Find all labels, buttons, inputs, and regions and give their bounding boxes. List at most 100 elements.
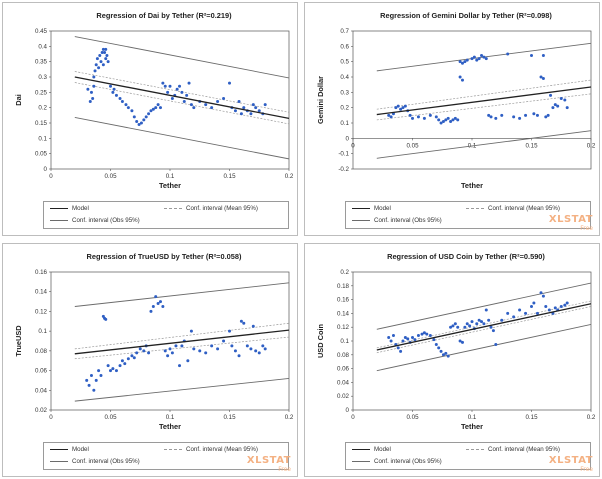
xlstat-brand: XLSTAT — [246, 455, 291, 466]
data-point — [458, 75, 462, 79]
legend-swatch-model — [352, 208, 370, 209]
data-point — [432, 338, 436, 342]
data-point — [535, 311, 539, 315]
x-tick-label: 0.15 — [223, 173, 236, 180]
x-tick-label: 0 — [351, 142, 355, 149]
scatter-plot-gemini-dollar: Regression of Gemini Dollar by Tether (R… — [316, 11, 596, 190]
scatter-plot-usd-coin: Regression of USD Coin by Tether (R²=0.5… — [316, 252, 596, 431]
obs-ci-lower-line — [376, 324, 591, 372]
mean-ci-lower-line — [74, 336, 289, 360]
data-point — [506, 311, 510, 315]
y-axis-label: Gemini Dollar — [316, 76, 325, 124]
y-tick-label: 0.4 — [38, 43, 47, 50]
legend-label-mean-ci: Conf. interval (Mean 95%) — [488, 446, 560, 453]
x-tick-label: 0.15 — [223, 414, 236, 421]
data-point — [470, 57, 474, 61]
xlstat-edition: Free — [580, 466, 593, 473]
data-point — [460, 61, 464, 65]
data-point — [460, 78, 464, 82]
data-point — [456, 118, 460, 122]
y-tick-label: 0.08 — [35, 348, 48, 355]
plot-frame — [352, 30, 592, 170]
legend-swatch-model — [50, 449, 68, 450]
data-point — [204, 351, 208, 355]
data-point — [242, 106, 246, 110]
y-tick-label: 0.12 — [35, 308, 48, 315]
legend-swatch-mean-ci — [164, 449, 182, 450]
y-tick-label: 0.04 — [35, 387, 48, 394]
data-point — [147, 351, 151, 355]
y-tick-label: 0.04 — [337, 379, 350, 386]
data-point — [92, 84, 96, 88]
data-point — [103, 50, 107, 54]
x-tick-label: 0.05 — [406, 414, 419, 421]
data-point — [434, 342, 438, 346]
obs-ci-lower-line — [376, 130, 591, 159]
data-point — [210, 106, 214, 110]
data-point — [535, 113, 539, 117]
x-tick-label: 0.1 — [166, 173, 175, 180]
y-tick-label: 0.25 — [35, 89, 48, 96]
x-tick-label: 0.05 — [406, 142, 419, 149]
data-point — [446, 116, 450, 120]
y-tick-label: 0.08 — [337, 352, 350, 359]
legend-label-model: Model — [72, 205, 89, 212]
data-point — [180, 90, 184, 94]
legend-label-obs-ci: Conf. interval (Obs 95%) — [374, 217, 442, 224]
data-point — [565, 106, 569, 110]
x-tick-label: 0.1 — [468, 414, 477, 421]
mean-ci-lower-line — [74, 82, 289, 125]
legend-swatch-mean-ci — [466, 208, 484, 209]
data-point — [463, 60, 467, 64]
data-point — [158, 106, 162, 110]
data-point — [104, 47, 108, 51]
y-tick-label: 0.16 — [35, 269, 48, 276]
data-point — [249, 347, 253, 351]
data-point — [441, 353, 445, 357]
y-axis-label: Dai — [14, 94, 23, 106]
data-point — [396, 104, 400, 108]
data-point — [89, 90, 93, 94]
data-point — [553, 306, 557, 310]
data-point — [118, 364, 122, 368]
data-point — [204, 103, 208, 107]
data-point — [518, 116, 522, 120]
data-point — [465, 58, 469, 62]
data-point — [88, 100, 92, 104]
y-axis-label: USD Coin — [316, 323, 325, 358]
data-point — [87, 383, 91, 387]
data-point — [94, 63, 98, 67]
data-point — [147, 112, 151, 116]
data-point — [180, 344, 184, 348]
data-point — [189, 329, 193, 333]
data-point — [166, 354, 170, 358]
data-point — [189, 103, 193, 107]
x-tick-label: 0.2 — [285, 414, 294, 421]
legend-swatch-obs-ci — [352, 220, 370, 221]
data-point — [120, 100, 124, 104]
y-tick-label: 0.15 — [35, 120, 48, 127]
data-point — [546, 113, 550, 117]
data-point — [453, 116, 457, 120]
legend-swatch-obs-ci — [50, 461, 68, 462]
data-point — [484, 308, 488, 312]
data-point — [101, 47, 105, 51]
data-point — [512, 115, 516, 119]
data-point — [470, 320, 474, 324]
data-point — [487, 318, 491, 322]
data-point — [411, 116, 414, 120]
data-point — [239, 319, 243, 323]
data-point — [403, 336, 407, 340]
xlstat-brand: XLSTAT — [548, 455, 593, 466]
y-tick-label: 0.18 — [337, 283, 350, 290]
data-point — [132, 115, 136, 119]
mean-ci-lower-line — [376, 93, 591, 121]
data-point — [389, 339, 393, 343]
data-point — [482, 55, 486, 59]
legend-label-model: Model — [374, 446, 391, 453]
data-point — [449, 119, 453, 123]
data-point — [480, 320, 484, 324]
chart-title: Regression of Gemini Dollar by Tether (R… — [380, 11, 552, 20]
data-point — [251, 324, 255, 328]
data-point — [444, 351, 448, 355]
